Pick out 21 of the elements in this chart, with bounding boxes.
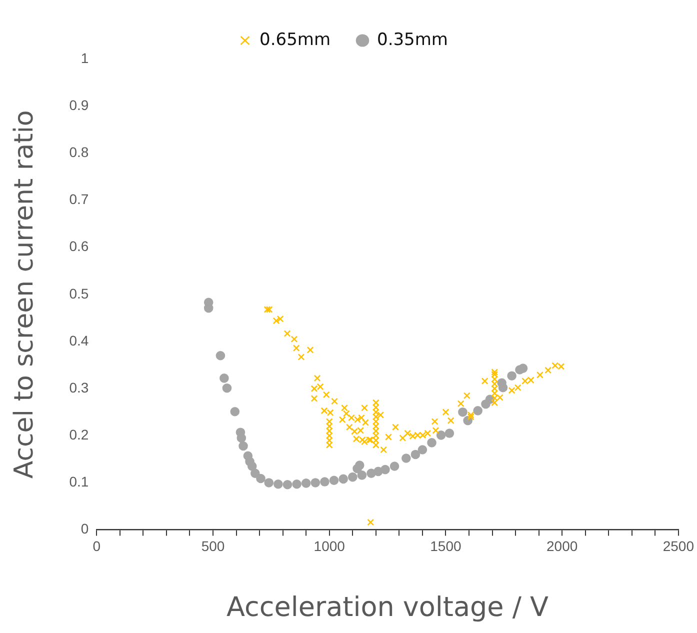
y-tick-label: 0.1: [69, 474, 89, 490]
legend-label: 0.35mm: [377, 30, 448, 50]
x-tick-label: 500: [201, 538, 225, 554]
y-tick-label: 0.2: [69, 426, 89, 442]
x-axis-title: Acceleration voltage / V: [226, 592, 550, 623]
y-tick-label: 1: [80, 50, 89, 66]
x-tick-label: 2000: [546, 538, 578, 554]
y-axis-title: Accel to screen current ratio: [9, 110, 40, 479]
x-tick-label: 0: [92, 538, 101, 554]
y-tick-label: 0.6: [69, 238, 89, 254]
x-tick-label: 1500: [430, 538, 462, 554]
x-tick-label: 2500: [662, 538, 694, 554]
y-tick-label: 0.8: [69, 144, 89, 160]
x-tick-label: 1000: [314, 538, 346, 554]
y-tick-label: 0.9: [69, 96, 89, 113]
legend-label: 0.65mm: [260, 30, 331, 50]
y-tick-label: 0.7: [69, 191, 89, 208]
y-tick-label: 0.4: [69, 332, 89, 348]
y-tick-label: 0.5: [69, 285, 89, 302]
y-tick-label: 0: [80, 520, 89, 537]
y-tick-label: 0.3: [69, 379, 89, 396]
